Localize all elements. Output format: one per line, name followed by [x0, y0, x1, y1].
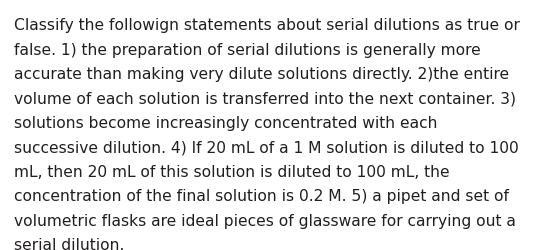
Text: volume of each solution is transferred into the next container. 3): volume of each solution is transferred i…	[14, 91, 516, 106]
Text: solutions become increasingly concentrated with each: solutions become increasingly concentrat…	[14, 116, 437, 130]
Text: concentration of the final solution is 0.2 M. 5) a pipet and set of: concentration of the final solution is 0…	[14, 189, 509, 204]
Text: false. 1) the preparation of serial dilutions is generally more: false. 1) the preparation of serial dilu…	[14, 42, 481, 57]
Text: volumetric flasks are ideal pieces of glassware for carrying out a: volumetric flasks are ideal pieces of gl…	[14, 213, 516, 228]
Text: serial dilution.: serial dilution.	[14, 238, 124, 250]
Text: successive dilution. 4) If 20 mL of a 1 M solution is diluted to 100: successive dilution. 4) If 20 mL of a 1 …	[14, 140, 519, 155]
Text: Classify the followign statements about serial dilutions as true or: Classify the followign statements about …	[14, 18, 520, 33]
Text: accurate than making very dilute solutions directly. 2)the entire: accurate than making very dilute solutio…	[14, 67, 509, 82]
Text: mL, then 20 mL of this solution is diluted to 100 mL, the: mL, then 20 mL of this solution is dilut…	[14, 164, 450, 179]
